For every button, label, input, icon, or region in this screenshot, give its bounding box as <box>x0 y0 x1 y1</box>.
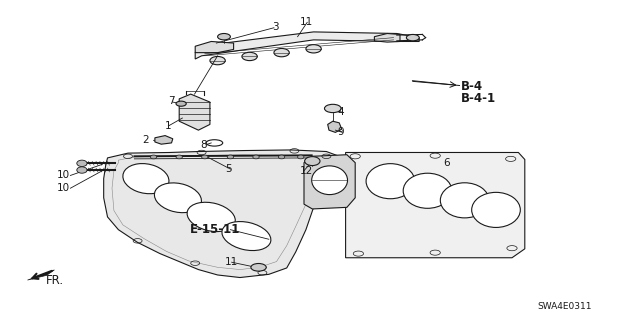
Ellipse shape <box>222 222 271 250</box>
Text: 12: 12 <box>300 166 313 176</box>
Ellipse shape <box>278 155 285 159</box>
Ellipse shape <box>472 192 520 227</box>
Text: 8: 8 <box>200 139 207 150</box>
Polygon shape <box>195 32 419 59</box>
Ellipse shape <box>176 155 182 159</box>
Ellipse shape <box>202 155 208 159</box>
Text: 6: 6 <box>443 158 449 168</box>
Text: 11: 11 <box>300 17 313 27</box>
Ellipse shape <box>305 157 320 166</box>
Ellipse shape <box>150 155 157 159</box>
Text: FR.: FR. <box>46 274 64 287</box>
Polygon shape <box>374 33 400 42</box>
Text: 4: 4 <box>337 107 344 117</box>
Ellipse shape <box>210 56 225 65</box>
Polygon shape <box>155 136 173 144</box>
Polygon shape <box>328 121 342 132</box>
Ellipse shape <box>324 104 341 113</box>
Polygon shape <box>304 155 355 209</box>
Text: 9: 9 <box>337 127 344 137</box>
Ellipse shape <box>366 164 415 199</box>
Ellipse shape <box>251 263 266 271</box>
Text: B-4-1: B-4-1 <box>461 92 496 105</box>
Ellipse shape <box>274 48 289 57</box>
Polygon shape <box>346 152 525 258</box>
Text: B-4: B-4 <box>461 80 483 93</box>
Ellipse shape <box>154 183 202 213</box>
Text: 1: 1 <box>165 121 172 131</box>
Ellipse shape <box>77 160 87 167</box>
Polygon shape <box>104 150 339 278</box>
Text: 3: 3 <box>272 22 278 32</box>
Text: 2: 2 <box>142 135 148 145</box>
Ellipse shape <box>242 52 257 61</box>
Ellipse shape <box>123 164 169 194</box>
Ellipse shape <box>77 167 87 173</box>
Ellipse shape <box>227 155 234 159</box>
Text: E-15-11: E-15-11 <box>189 223 240 236</box>
Polygon shape <box>195 41 234 53</box>
Ellipse shape <box>403 173 452 208</box>
Ellipse shape <box>218 33 230 40</box>
Polygon shape <box>28 270 54 280</box>
Ellipse shape <box>440 183 489 218</box>
Ellipse shape <box>298 155 304 159</box>
Ellipse shape <box>312 166 348 195</box>
Ellipse shape <box>176 101 186 106</box>
Text: 5: 5 <box>225 164 232 174</box>
Polygon shape <box>179 94 210 130</box>
Text: 11: 11 <box>225 257 239 267</box>
Ellipse shape <box>406 34 419 41</box>
Ellipse shape <box>306 45 321 53</box>
Text: 10: 10 <box>56 170 70 181</box>
Text: 7: 7 <box>168 96 174 107</box>
Text: 10: 10 <box>56 183 70 193</box>
Ellipse shape <box>187 202 236 232</box>
Ellipse shape <box>253 155 259 159</box>
Text: SWA4E0311: SWA4E0311 <box>538 302 592 311</box>
